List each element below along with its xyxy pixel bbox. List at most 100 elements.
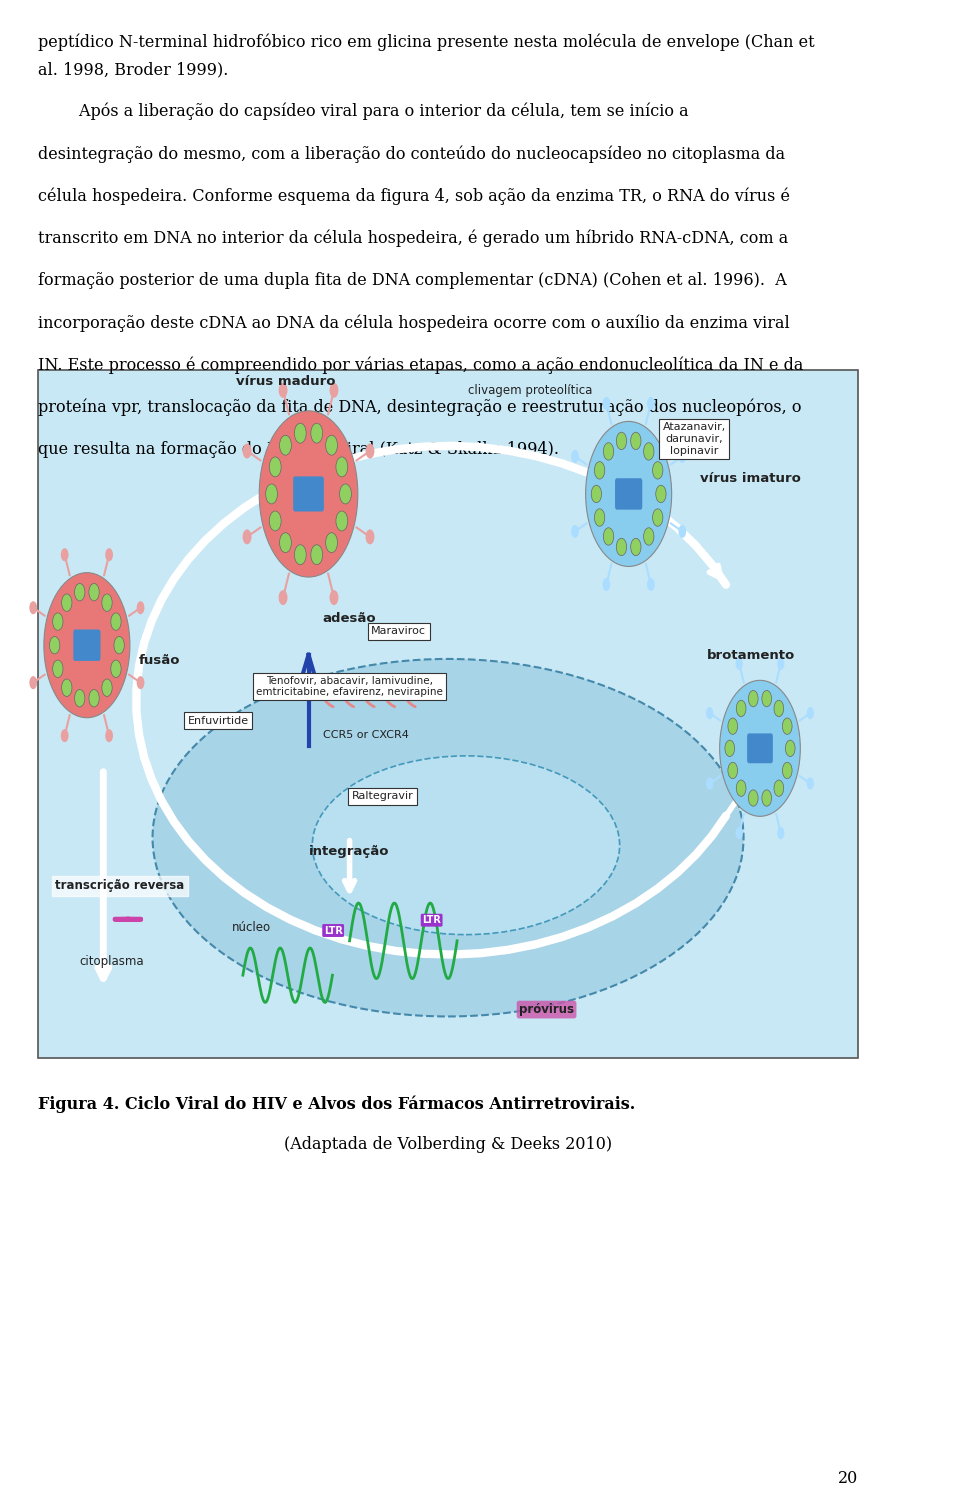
Circle shape: [782, 718, 792, 734]
Text: célula hospedeira. Conforme esquema da figura 4, sob ação da enzima TR, o RNA do: célula hospedeira. Conforme esquema da f…: [37, 187, 790, 205]
Circle shape: [279, 435, 292, 455]
Circle shape: [295, 423, 306, 443]
Text: LTR: LTR: [324, 926, 343, 935]
Circle shape: [366, 444, 374, 458]
Circle shape: [30, 675, 37, 689]
Text: brotamento: brotamento: [707, 650, 795, 662]
Circle shape: [571, 450, 579, 462]
Text: que resulta na formação do DNA proviral (Katz & Skalka 1994).: que resulta na formação do DNA proviral …: [37, 441, 559, 458]
Circle shape: [774, 700, 783, 716]
Text: Figura 4. Ciclo Viral do HIV e Alvos dos Fármacos Antirretrovirais.: Figura 4. Ciclo Viral do HIV e Alvos dos…: [37, 1095, 635, 1114]
Text: CCR5 or CXCR4: CCR5 or CXCR4: [324, 730, 409, 739]
Circle shape: [594, 462, 605, 479]
Circle shape: [311, 545, 323, 565]
Text: (Adaptada de Volberding & Deeks 2010): (Adaptada de Volberding & Deeks 2010): [284, 1136, 612, 1153]
Circle shape: [631, 538, 641, 556]
Circle shape: [102, 678, 112, 697]
Circle shape: [603, 397, 611, 409]
Circle shape: [728, 762, 737, 778]
Circle shape: [706, 777, 713, 790]
Text: Tenofovir, abacavir, lamivudine,
emtricitabine, efavirenz, nevirapine: Tenofovir, abacavir, lamivudine, emtrici…: [256, 675, 443, 697]
Circle shape: [61, 594, 72, 612]
Circle shape: [243, 444, 252, 458]
Text: IN. Este processo é compreendido por várias etapas, como a ação endonucleolítica: IN. Este processo é compreendido por vár…: [37, 357, 803, 375]
Circle shape: [725, 740, 734, 757]
Circle shape: [749, 691, 758, 707]
Circle shape: [75, 583, 84, 601]
Circle shape: [53, 660, 63, 677]
Circle shape: [136, 675, 144, 689]
FancyBboxPatch shape: [747, 733, 773, 763]
Text: próvirus: próvirus: [519, 1003, 574, 1015]
Circle shape: [366, 529, 374, 544]
Circle shape: [295, 545, 306, 565]
Circle shape: [61, 678, 72, 697]
Circle shape: [325, 435, 338, 455]
Ellipse shape: [153, 659, 744, 1017]
Circle shape: [89, 583, 99, 601]
Circle shape: [110, 613, 121, 630]
Text: transcrição reversa: transcrição reversa: [55, 879, 184, 893]
Circle shape: [679, 450, 686, 462]
Circle shape: [30, 601, 37, 615]
Circle shape: [749, 790, 758, 807]
Circle shape: [643, 527, 654, 545]
Circle shape: [266, 484, 277, 505]
Text: Após a liberação do capsídeo viral para o interior da célula, tem se início a: Após a liberação do capsídeo viral para …: [37, 103, 688, 121]
Circle shape: [656, 485, 666, 503]
Text: proteína vpr, translocação da fita de DNA, desintegração e reestruturação dos nu: proteína vpr, translocação da fita de DN…: [37, 399, 802, 417]
FancyBboxPatch shape: [615, 477, 642, 509]
Text: desintegração do mesmo, com a liberação do conteúdo do nucleocapsídeo no citopla: desintegração do mesmo, com a liberação …: [37, 145, 784, 163]
Circle shape: [243, 529, 252, 544]
Text: incorporação deste cDNA ao DNA da célula hospedeira ocorre com o auxílio da enzi: incorporação deste cDNA ao DNA da célula…: [37, 314, 789, 332]
Circle shape: [60, 548, 68, 561]
Circle shape: [706, 707, 713, 719]
Text: Enfuvirtide: Enfuvirtide: [187, 716, 249, 725]
Circle shape: [571, 524, 579, 538]
Text: adesão: adesão: [323, 612, 376, 624]
Circle shape: [679, 524, 686, 538]
Circle shape: [53, 613, 63, 630]
Circle shape: [50, 636, 60, 654]
Text: CD4: CD4: [280, 674, 303, 684]
FancyBboxPatch shape: [73, 630, 101, 660]
Circle shape: [89, 689, 99, 707]
Circle shape: [329, 591, 339, 604]
Circle shape: [136, 601, 144, 615]
Circle shape: [114, 636, 124, 654]
Circle shape: [340, 484, 351, 505]
Circle shape: [106, 730, 113, 742]
Circle shape: [604, 443, 613, 461]
Circle shape: [785, 740, 795, 757]
Circle shape: [278, 591, 287, 604]
Circle shape: [736, 700, 746, 716]
Text: vírus maduro: vírus maduro: [236, 375, 336, 388]
Circle shape: [279, 533, 292, 553]
Circle shape: [336, 511, 348, 530]
Text: fusão: fusão: [139, 654, 180, 666]
Text: Atazanavir,
darunavir,
lopinavir: Atazanavir, darunavir, lopinavir: [662, 423, 726, 455]
Circle shape: [653, 462, 662, 479]
Text: citoplasma: citoplasma: [80, 955, 144, 969]
Circle shape: [110, 660, 121, 677]
Circle shape: [270, 456, 281, 477]
Circle shape: [102, 594, 112, 612]
Circle shape: [735, 827, 743, 839]
Circle shape: [762, 790, 772, 807]
Circle shape: [728, 718, 737, 734]
Circle shape: [75, 689, 84, 707]
Circle shape: [329, 382, 339, 397]
Circle shape: [594, 509, 605, 526]
Circle shape: [259, 411, 358, 577]
Text: peptídico N-terminal hidrofóbico rico em glicina presente nesta molécula de enve: peptídico N-terminal hidrofóbico rico em…: [37, 33, 814, 79]
Text: LTR: LTR: [422, 916, 441, 925]
Circle shape: [643, 443, 654, 461]
Circle shape: [106, 548, 113, 561]
Circle shape: [311, 423, 323, 443]
Circle shape: [778, 657, 784, 669]
Circle shape: [616, 538, 627, 556]
Circle shape: [736, 780, 746, 796]
Circle shape: [720, 680, 801, 816]
FancyBboxPatch shape: [293, 476, 324, 512]
Circle shape: [631, 432, 641, 450]
